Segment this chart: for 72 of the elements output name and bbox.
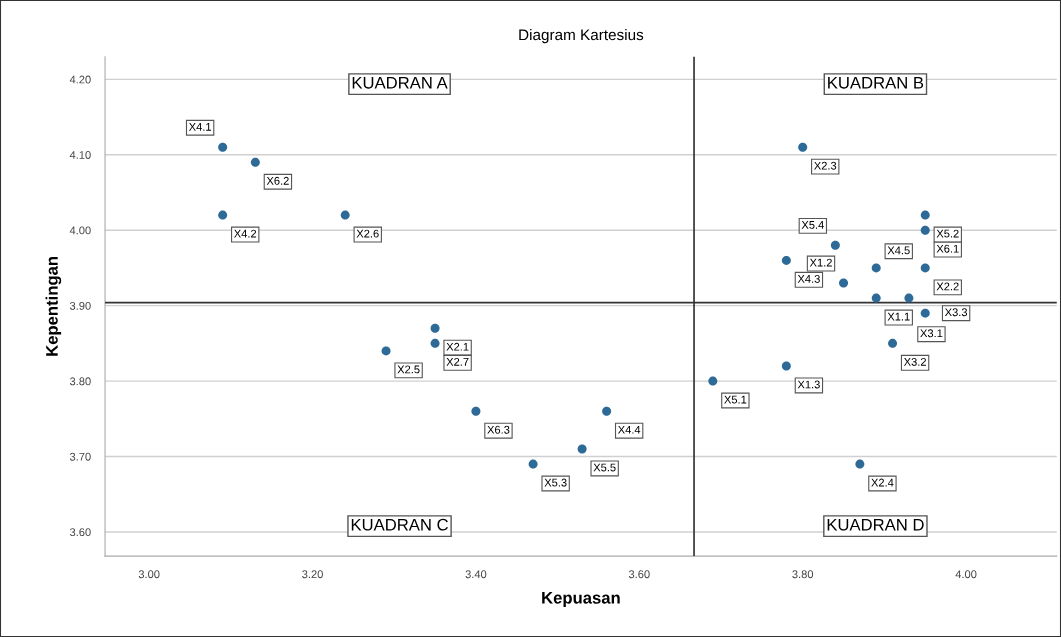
annotation: X5.5 [593,463,616,472]
annotation: KUADRAN D [827,518,924,531]
x-tick-label: 3.80 [792,570,814,579]
x-tick-label: 3.00 [138,570,160,579]
annotation: X4.2 [234,229,257,238]
point [871,293,881,303]
point [381,346,391,356]
annotation: X3.3 [944,308,968,317]
point [708,376,718,386]
point [920,308,930,318]
annotation: X2.7 [446,357,469,366]
point [888,338,898,348]
annotation: X6.2 [266,176,289,185]
point [920,263,930,273]
point [830,240,840,250]
annotation: X2.4 [871,478,894,487]
annotation: X4.1 [188,123,212,131]
annotation: X4.5 [887,246,910,255]
y-tick-label: 3.90 [69,301,91,310]
annotation: X2.3 [814,161,837,170]
y-tick-label: 3.70 [69,452,91,461]
point [839,278,849,288]
annotation: X4.4 [617,425,641,434]
annotation: X5.4 [801,221,824,229]
x-tick-label: 3.20 [302,570,323,579]
annotation: X5.2 [936,229,959,238]
point [920,225,930,235]
annotation: X2.6 [356,229,379,238]
annotation: X2.2 [936,282,959,291]
annotation: X3.2 [903,357,926,366]
point [218,142,228,152]
x-tick-label: 3.40 [465,570,487,579]
point [577,444,587,454]
annotation: X1.2 [809,258,832,267]
annotation: X1.3 [797,380,820,389]
point [250,157,260,167]
y-tick-label: 4.20 [69,75,91,84]
x-axis-title: Kepuasan [542,592,620,607]
point [781,361,791,371]
annotation: X6.3 [487,425,510,434]
annotation: X6.1 [936,244,959,253]
y-tick-label: 3.80 [69,377,91,386]
point [781,255,791,265]
point [798,142,808,152]
annotation: X4.3 [797,274,820,283]
annotation: KUADRAN A [352,77,448,89]
y-tick-label: 3.60 [69,528,91,537]
point [602,406,612,416]
point [471,406,481,416]
annotation: X3.1 [920,329,943,338]
point [528,459,538,469]
annotation: KUADRAN C [351,518,448,531]
point [871,263,881,273]
point [855,459,865,469]
point [218,210,228,220]
chart-title: Diagram Kartesius [519,28,644,44]
annotation: X5.3 [544,478,567,487]
annotation: X2.5 [397,365,420,374]
point [430,338,440,348]
y-axis-title: Kepentingan [45,256,62,356]
annotation: KUADRAN B [828,77,924,89]
y-tick-label: 4.10 [69,151,91,159]
point [920,210,930,220]
point [904,293,914,303]
point [340,210,350,220]
annotation: X1.1 [887,312,910,321]
annotation: X2.1 [446,342,469,351]
annotation: X5.1 [724,395,747,404]
point [430,323,440,333]
x-tick-label: 4.00 [955,570,977,579]
y-tick-label: 4.00 [69,226,91,235]
x-tick-label: 3.60 [628,570,650,579]
